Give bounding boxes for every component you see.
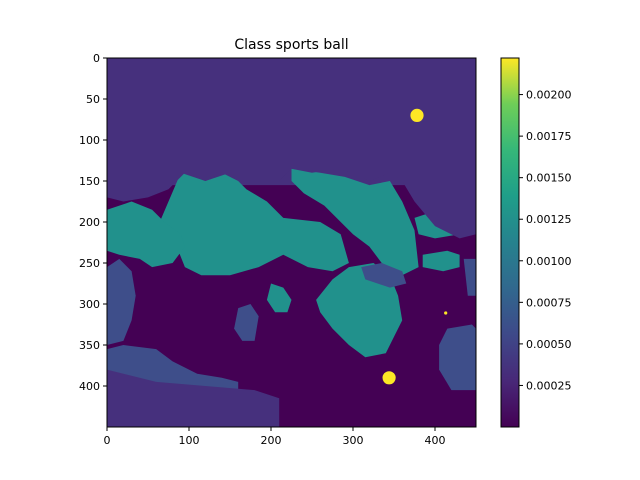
heatmap-region-background bbox=[107, 369, 280, 427]
colorbar-tick-label: 0.00175 bbox=[526, 130, 572, 143]
heatmap-region-low bbox=[107, 258, 136, 345]
y-tick-label: 350 bbox=[79, 339, 100, 352]
colorbar-tick-label: 0.00150 bbox=[526, 172, 572, 185]
y-tick-label: 100 bbox=[79, 134, 100, 147]
x-tick-label: 400 bbox=[425, 434, 446, 447]
plot-frame bbox=[106, 57, 477, 428]
colorbar-tick-label: 0.00025 bbox=[526, 379, 572, 392]
y-tick-label: 0 bbox=[93, 52, 100, 65]
y-tick-label: 50 bbox=[86, 93, 100, 106]
heatmap-region-mid bbox=[156, 172, 349, 276]
y-tick-label: 200 bbox=[79, 216, 100, 229]
colorbar-tick-label: 0.00075 bbox=[526, 296, 572, 309]
heatmap-region-mid bbox=[266, 283, 292, 313]
heatmap-region-mid bbox=[107, 201, 185, 268]
heatmap-peak bbox=[382, 371, 396, 385]
colorbar-tick-label: 0.00050 bbox=[526, 338, 572, 351]
colorbar-tick-label: 0.00125 bbox=[526, 213, 572, 226]
y-axis: 0 50 100 150 200 250 300 350 400 bbox=[79, 52, 107, 393]
heatmap-region-background bbox=[107, 58, 476, 239]
colorbar-tick-label: 0.00200 bbox=[526, 89, 572, 102]
heatmap-region-mid bbox=[291, 168, 419, 276]
heatmap-region-low bbox=[361, 263, 407, 288]
colorbar-tick-label: 0.00100 bbox=[526, 255, 572, 268]
heatmap-region-low bbox=[439, 324, 476, 391]
x-tick-label: 300 bbox=[343, 434, 364, 447]
y-tick-label: 300 bbox=[79, 298, 100, 311]
colorbar-gradient bbox=[500, 57, 520, 428]
heatmap-area bbox=[107, 58, 476, 427]
x-tick-label: 200 bbox=[261, 434, 282, 447]
heatmap-region-low bbox=[234, 304, 259, 341]
colorbar: 0.00025 0.00050 0.00075 0.00100 0.00125 0.001… bbox=[500, 57, 572, 428]
heatmap-region-low bbox=[463, 258, 476, 296]
y-tick-label: 250 bbox=[79, 257, 100, 270]
heatmap-region-mid bbox=[316, 263, 403, 358]
heatmap-peak bbox=[444, 311, 448, 315]
x-tick-label: 0 bbox=[104, 434, 111, 447]
heatmap-peak bbox=[410, 108, 424, 122]
y-tick-label: 400 bbox=[79, 380, 100, 393]
x-tick-label: 100 bbox=[179, 434, 200, 447]
x-axis: 0 100 200 300 400 bbox=[104, 427, 446, 447]
heatmap-region-mid bbox=[422, 250, 460, 272]
chart-title: Class sports ball bbox=[234, 37, 348, 53]
y-tick-label: 150 bbox=[79, 175, 100, 188]
